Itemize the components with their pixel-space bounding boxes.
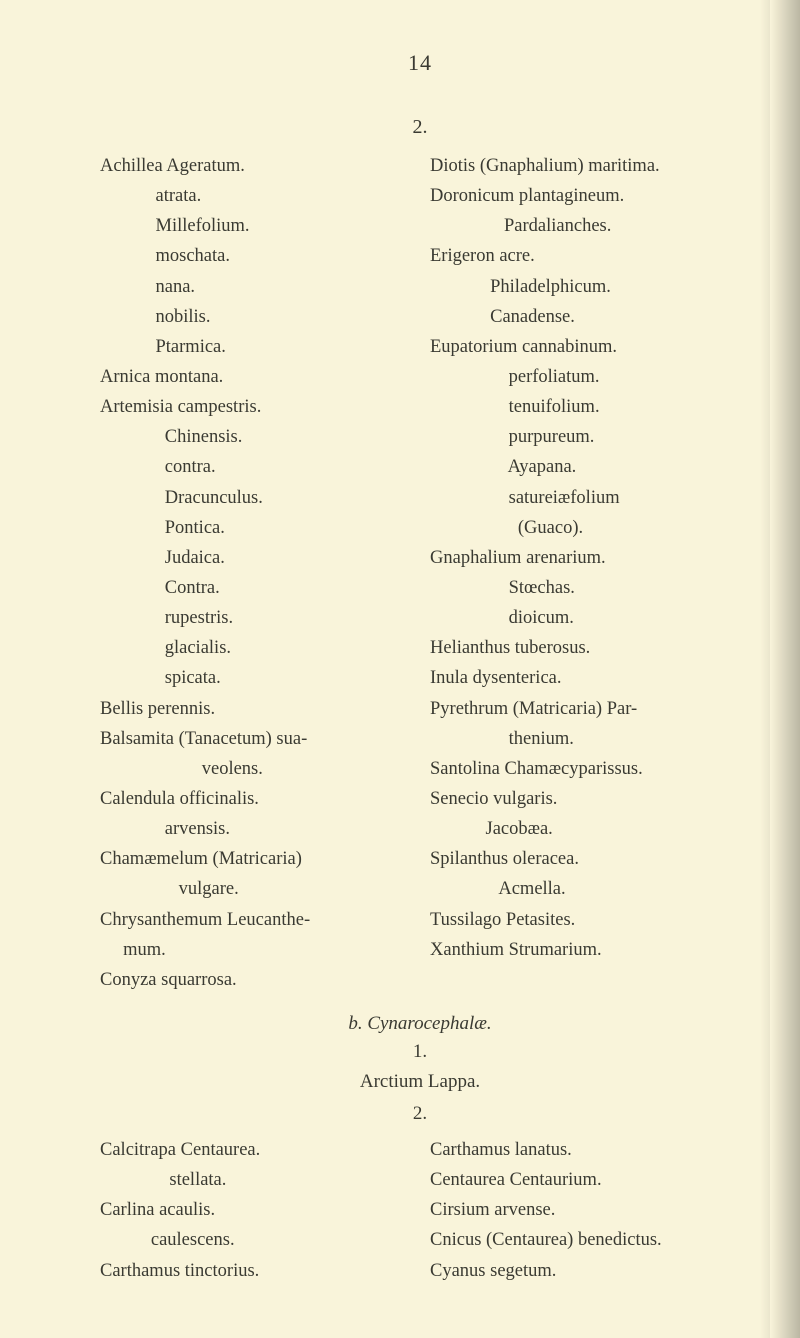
subsection-1: 1. (100, 1041, 740, 1063)
text-line: contra. (100, 452, 410, 482)
text-line: Judaica. (100, 543, 410, 573)
text-line: nobilis. (100, 302, 410, 332)
text-line: satureiæfolium (430, 483, 740, 513)
text-line: arvensis. (100, 814, 410, 844)
text-line: Calcitrapa Centaurea. (100, 1135, 410, 1165)
columns-bottom: Calcitrapa Centaurea. stellata.Carlina a… (100, 1135, 740, 1286)
text-line: Spilanthus oleracea. (430, 844, 740, 874)
text-line: Pyrethrum (Matricaria) Par- (430, 694, 740, 724)
column-bottom-left: Calcitrapa Centaurea. stellata.Carlina a… (100, 1135, 410, 1286)
text-line: vulgare. (100, 874, 410, 904)
text-line: Cirsium arvense. (430, 1195, 740, 1225)
section-number-top: 2. (100, 116, 740, 139)
text-line: spicata. (100, 663, 410, 693)
text-line: nana. (100, 272, 410, 302)
text-line: Carlina acaulis. (100, 1195, 410, 1225)
text-line: Artemisia campestris. (100, 392, 410, 422)
text-line: Achillea Ageratum. (100, 151, 410, 181)
text-line: rupestris. (100, 603, 410, 633)
text-line: glacialis. (100, 633, 410, 663)
text-line: veolens. (100, 754, 410, 784)
text-line: Eupatorium cannabinum. (430, 332, 740, 362)
text-line: Jacobæa. (430, 814, 740, 844)
text-line: perfoliatum. (430, 362, 740, 392)
text-line: Chinensis. (100, 422, 410, 452)
text-line: Philadelphicum. (430, 272, 740, 302)
text-line: caulescens. (100, 1225, 410, 1255)
text-line: mum. (100, 935, 410, 965)
text-line: Gnaphalium arenarium. (430, 543, 740, 573)
text-line: Ayapana. (430, 452, 740, 482)
text-line: Senecio vulgaris. (430, 784, 740, 814)
text-line: Canadense. (430, 302, 740, 332)
text-line: Helianthus tuberosus. (430, 633, 740, 663)
text-line: stellata. (100, 1165, 410, 1195)
column-top-right: Diotis (Gnaphalium) maritima.Doronicum p… (430, 151, 740, 995)
text-line: Erigeron acre. (430, 241, 740, 271)
text-line: thenium. (430, 724, 740, 754)
text-line: dioicum. (430, 603, 740, 633)
text-line: Conyza squarrosa. (100, 965, 410, 995)
text-line: Cyanus segetum. (430, 1256, 740, 1286)
page-number: 14 (100, 50, 740, 76)
text-line: Diotis (Gnaphalium) maritima. (430, 151, 740, 181)
text-line: Santolina Chamæcyparissus. (430, 754, 740, 784)
text-line: moschata. (100, 241, 410, 271)
text-line: Ptarmica. (100, 332, 410, 362)
text-line: Centaurea Centaurium. (430, 1165, 740, 1195)
column-top-left: Achillea Ageratum. atrata. Millefolium. … (100, 151, 410, 995)
columns-top: Achillea Ageratum. atrata. Millefolium. … (100, 151, 740, 995)
text-line: Tussilago Petasites. (430, 905, 740, 935)
subsection-2: 2. (100, 1103, 740, 1125)
text-line: Xanthium Strumarium. (430, 935, 740, 965)
text-line: Dracunculus. (100, 483, 410, 513)
text-line: Stœchas. (430, 573, 740, 603)
text-line: Carthamus lanatus. (430, 1135, 740, 1165)
subsection-b: b. Cynarocephalæ. (100, 1013, 740, 1035)
page: 14 2. Achillea Ageratum. atrata. Millefo… (0, 0, 800, 1338)
text-line: Cnicus (Centaurea) benedictus. (430, 1225, 740, 1255)
text-line: Bellis perennis. (100, 694, 410, 724)
text-line: purpureum. (430, 422, 740, 452)
text-line: Doronicum plantagineum. (430, 181, 740, 211)
text-line: Contra. (100, 573, 410, 603)
text-line: Millefolium. (100, 211, 410, 241)
text-line: atrata. (100, 181, 410, 211)
text-line: Carthamus tinctorius. (100, 1256, 410, 1286)
arctium-line: Arctium Lappa. (100, 1071, 740, 1093)
text-line: Balsamita (Tanacetum) sua- (100, 724, 410, 754)
text-line: Arnica montana. (100, 362, 410, 392)
text-line: Pardalianches. (430, 211, 740, 241)
text-line: Pontica. (100, 513, 410, 543)
text-line: tenuifolium. (430, 392, 740, 422)
text-line: Acmella. (430, 874, 740, 904)
column-bottom-right: Carthamus lanatus.Centaurea Centaurium.C… (430, 1135, 740, 1286)
text-line: Chamæmelum (Matricaria) (100, 844, 410, 874)
text-line: (Guaco). (430, 513, 740, 543)
text-line: Inula dysenterica. (430, 663, 740, 693)
text-line: Chrysanthemum Leucanthe- (100, 905, 410, 935)
text-line: Calendula officinalis. (100, 784, 410, 814)
